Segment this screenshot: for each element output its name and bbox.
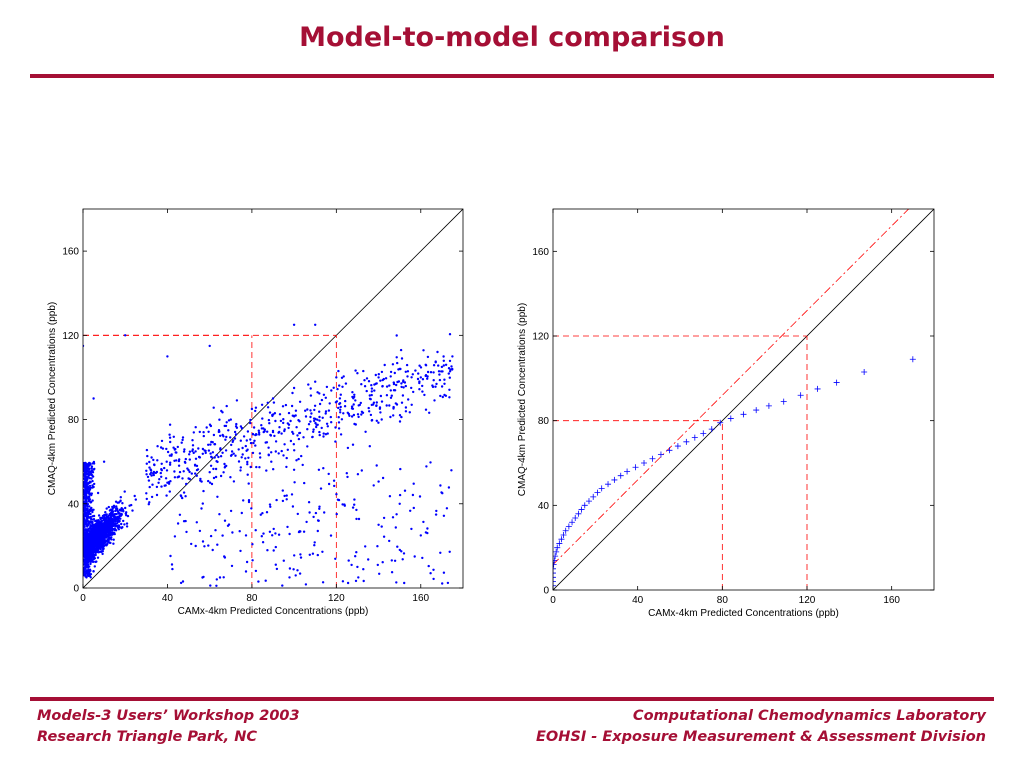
y-tick-label: 80 xyxy=(538,416,550,427)
data-point xyxy=(117,528,121,531)
y-tick-label: 120 xyxy=(532,332,549,343)
data-point xyxy=(117,512,120,515)
data-point xyxy=(727,415,734,422)
data-point xyxy=(632,464,639,471)
data-point xyxy=(674,443,681,450)
data-point xyxy=(112,538,115,541)
title-divider xyxy=(30,74,994,78)
data-point xyxy=(116,501,119,504)
data-point xyxy=(797,392,804,399)
footer-workshop: Models-3 Users’ Workshop 2003 xyxy=(37,708,300,724)
data-point xyxy=(590,493,597,500)
plot-content xyxy=(553,209,934,590)
data-point xyxy=(578,506,585,513)
data-point xyxy=(569,519,576,526)
data-point xyxy=(594,489,601,496)
data-point xyxy=(112,542,115,545)
data-point xyxy=(125,511,128,514)
data-point xyxy=(122,519,125,523)
y-tick-label: 40 xyxy=(538,501,550,512)
x-axis-label: CAMx-4km Predicted Concentrations (ppb) xyxy=(648,608,839,619)
data-point xyxy=(121,502,124,505)
data-point xyxy=(575,510,582,517)
data-point xyxy=(565,523,572,530)
data-point xyxy=(581,502,588,509)
data-point xyxy=(649,455,656,462)
footer-left: Models-3 Users’ Workshop 2003 Research T… xyxy=(37,706,300,748)
x-tick-label: 0 xyxy=(550,595,556,606)
data-point xyxy=(92,557,96,560)
x-tick-label: 40 xyxy=(632,595,644,606)
data-point xyxy=(99,516,103,519)
data-point xyxy=(611,476,618,483)
data-point xyxy=(122,509,125,513)
data-point xyxy=(624,468,631,475)
data-point xyxy=(119,496,123,499)
data-point xyxy=(861,368,868,375)
y-tick-label: 160 xyxy=(532,247,549,258)
footer-division: EOHSI - Exposure Measurement & Assessmen… xyxy=(536,729,986,745)
data-point xyxy=(110,538,113,541)
data-point xyxy=(131,509,134,512)
data-point xyxy=(765,402,772,409)
data-point xyxy=(110,526,113,530)
data-point xyxy=(572,515,579,522)
data-point xyxy=(780,398,787,405)
data-point xyxy=(125,525,129,528)
data-point xyxy=(117,510,120,513)
data-point xyxy=(113,531,116,534)
data-point xyxy=(125,514,128,517)
offset-line xyxy=(553,209,910,565)
data-point xyxy=(657,451,664,458)
data-point xyxy=(553,557,558,564)
plot-area: 0 40 80 120 160 0 40 80 120 160 CAMx-4km Predicted… xyxy=(517,208,935,619)
plot-content xyxy=(83,209,463,588)
data-point xyxy=(700,430,707,437)
data-point xyxy=(708,426,715,433)
data-point xyxy=(909,356,916,363)
data-point xyxy=(123,523,126,526)
data-point xyxy=(108,509,112,512)
data-point xyxy=(100,550,103,554)
data-point xyxy=(683,438,690,445)
footer-location: Research Triangle Park, NC xyxy=(37,729,258,745)
x-tick-label: 80 xyxy=(717,595,729,606)
data-point xyxy=(598,485,605,492)
footer-lab: Computational Chemodynamics Laboratory xyxy=(632,708,986,724)
footer-divider xyxy=(30,697,994,701)
x-tick-label: 120 xyxy=(799,595,816,606)
data-point xyxy=(123,490,126,493)
data-point xyxy=(553,561,557,568)
data-point xyxy=(605,481,612,488)
data-point xyxy=(585,498,592,505)
y-axis-label: CMAQ-4km Predicted Concentrations (ppb) xyxy=(517,303,528,496)
data-point xyxy=(109,522,112,525)
data-point xyxy=(553,548,560,555)
data-point xyxy=(115,505,118,508)
data-point xyxy=(740,411,747,418)
data-point xyxy=(104,511,107,514)
data-point xyxy=(114,509,117,513)
data-point xyxy=(89,562,92,566)
data-point xyxy=(96,556,100,559)
one-to-one-line xyxy=(553,209,934,590)
data-point xyxy=(814,385,821,392)
data-point xyxy=(691,434,698,441)
data-point xyxy=(833,379,840,386)
data-point xyxy=(617,472,624,479)
y-tick-label: 0 xyxy=(543,586,549,597)
footer-right: Computational Chemodynamics Laboratory E… xyxy=(536,706,986,748)
x-tick-label: 160 xyxy=(883,595,900,606)
data-point xyxy=(641,460,648,466)
data-point xyxy=(121,526,124,529)
slide-title: Model-to-model comparison xyxy=(299,22,725,53)
data-point xyxy=(753,407,760,414)
data-point xyxy=(115,507,119,510)
data-point xyxy=(97,514,101,517)
data-point xyxy=(666,447,673,454)
